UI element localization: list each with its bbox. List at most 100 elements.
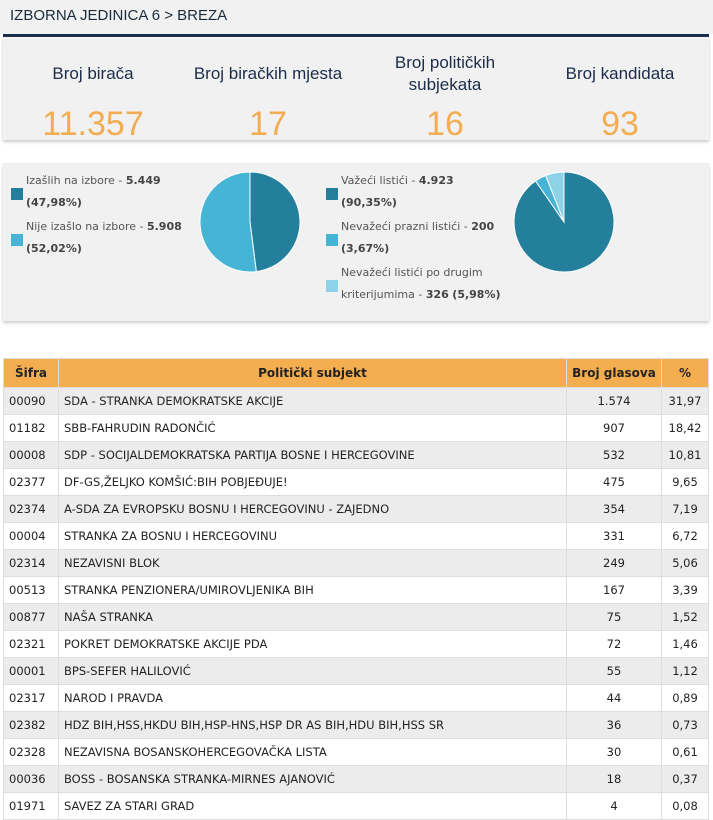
table-row: 01971 SAVEZ ZA STARI GRAD 4 0,08 xyxy=(3,792,709,820)
cell-party: SBB-FAHRUDIN RADONČIĆ xyxy=(58,414,567,442)
legend-item: Važeći listići - 4.923 (90,35%) xyxy=(341,170,511,214)
cell-party: STRANKA PENZIONERA/UMIROVLJENIKA BIH xyxy=(58,576,567,604)
cell-percent: 9,65 xyxy=(661,468,709,496)
table-row: 00090 SDA - STRANKA DEMOKRATSKE AKCIJE 1.5… xyxy=(3,387,709,415)
legend-percent: (52,02%) xyxy=(26,242,82,255)
col-percent[interactable]: % xyxy=(661,358,709,388)
legend-percent: (47,98%) xyxy=(26,196,82,209)
cell-code: 02328 xyxy=(3,738,59,766)
pie-slice-2 xyxy=(545,171,565,223)
cell-votes: 907 xyxy=(566,414,662,442)
cell-percent: 0,73 xyxy=(661,711,709,739)
breadcrumb: IZBORNA JEDINICA 6 > BREZA xyxy=(0,0,713,34)
stat-value: 17 xyxy=(249,105,287,143)
cell-code: 00513 xyxy=(3,576,59,604)
table-row: 02314 NEZAVISNI BLOK 249 5,06 xyxy=(3,549,709,577)
cell-code: 00001 xyxy=(3,657,59,685)
legend-swatch xyxy=(11,234,23,246)
legend-item: Izašlih na izbore - 5.449 (47,98%) xyxy=(26,170,196,214)
cell-code: 02317 xyxy=(3,684,59,712)
legend-label: Važeći listići - xyxy=(341,174,419,187)
table-row: 00001 BPS-SEFER HALILOVIĆ 55 1,12 xyxy=(3,657,709,685)
pie-slice-1 xyxy=(199,171,257,273)
stat-label: Broj političkih subjekata xyxy=(394,53,496,94)
legend-swatch xyxy=(11,188,23,200)
cell-code: 00877 xyxy=(3,603,59,631)
cell-party: A-SDA ZA EVROPSKU BOSNU I HERCEGOVINU - … xyxy=(58,495,567,523)
col-votes[interactable]: Broj glasova xyxy=(566,358,662,388)
col-party[interactable]: Politički subjekt xyxy=(58,358,567,388)
legend-label: Nevažeći prazni listići - xyxy=(341,220,472,233)
cell-percent: 0,37 xyxy=(661,765,709,793)
legend-value: 4.923 xyxy=(418,174,454,187)
cell-percent: 31,97 xyxy=(661,387,709,415)
table-row: 00004 STRANKA ZA BOSNU I HERCEGOVINU 331 6,… xyxy=(3,522,709,550)
table-row: 02374 A-SDA ZA EVROPSKU BOSNU I HERCEGOVI… xyxy=(3,495,709,523)
legend-swatch xyxy=(326,234,338,246)
cell-code: 02321 xyxy=(3,630,59,658)
charts-panel: Izašlih na izbore - 5.449 (47,98%) Nije i… xyxy=(3,163,709,321)
table-row: 02328 NEZAVISNA BOSANSKOHERCEGOVAČKA LIST… xyxy=(3,738,709,766)
stat-label: Broj kandidata xyxy=(565,64,675,83)
cell-party: POKRET DEMOKRATSKE AKCIJE PDA xyxy=(58,630,567,658)
cell-party: NAROD I PRAVDA xyxy=(58,684,567,712)
cell-percent: 0,08 xyxy=(661,792,709,820)
cell-percent: 7,19 xyxy=(661,495,709,523)
legend-value: 5.449 xyxy=(125,174,161,187)
table-row: 02321 POKRET DEMOKRATSKE AKCIJE PDA 72 1,46 xyxy=(3,630,709,658)
cell-party: STRANKA ZA BOSNU I HERCEGOVINU xyxy=(58,522,567,550)
cell-votes: 18 xyxy=(566,765,662,793)
divider xyxy=(3,34,709,37)
legend-item: Nevažeći prazni listići - 200 (3,67%) xyxy=(341,216,511,260)
legend-percent: (5,98%) xyxy=(452,288,501,301)
cell-party: SDP - SOCIJALDEMOKRATSKA PARTIJA BOSNE I… xyxy=(58,441,567,469)
cell-votes: 72 xyxy=(566,630,662,658)
cell-percent: 18,42 xyxy=(661,414,709,442)
cell-party: BPS-SEFER HALILOVIĆ xyxy=(58,657,567,685)
legend-value: 326 xyxy=(425,288,449,301)
stat-value: 93 xyxy=(601,105,639,143)
cell-code: 02314 xyxy=(3,549,59,577)
table-row: 02377 DF-GS,ŽELJKO KOMŠIĆ:BIH POBJEĐUJE! 4… xyxy=(3,468,709,496)
legend-percent: (90,35%) xyxy=(341,196,397,209)
cell-votes: 4 xyxy=(566,792,662,820)
cell-code: 01182 xyxy=(3,414,59,442)
legend-item: Nevažeći listići po drugim kriterijumima… xyxy=(341,262,511,306)
stat-voters: Broj birača 11.357 xyxy=(8,37,178,144)
legend-label: Nevažeći listići po drugim kriterijumima… xyxy=(341,266,483,301)
cell-code: 02377 xyxy=(3,468,59,496)
cell-votes: 1.574 xyxy=(566,387,662,415)
cell-party: NEZAVISNA BOSANSKOHERCEGOVAČKA LISTA xyxy=(58,738,567,766)
stat-label: Broj birača xyxy=(52,64,134,83)
cell-party: DF-GS,ŽELJKO KOMŠIĆ:BIH POBJEĐUJE! xyxy=(58,468,567,496)
table-row: 02382 HDZ BIH,HSS,HKDU BIH,HSP-HNS,HSP DR… xyxy=(3,711,709,739)
col-code[interactable]: Šifra xyxy=(3,358,59,388)
table-row: 00877 NAŠA STRANKA 75 1,52 xyxy=(3,603,709,631)
cell-votes: 55 xyxy=(566,657,662,685)
cell-votes: 167 xyxy=(566,576,662,604)
stat-parties: Broj političkih subjekata 16 xyxy=(360,37,530,144)
table-row: 00008 SDP - SOCIJALDEMOKRATSKA PARTIJA BO… xyxy=(3,441,709,469)
table-row: 00513 STRANKA PENZIONERA/UMIROVLJENIKA BI… xyxy=(3,576,709,604)
cell-votes: 354 xyxy=(566,495,662,523)
cell-party: BOSS - BOSANSKA STRANKA-MIRNES AJANOVIĆ xyxy=(58,765,567,793)
stat-candidates: Broj kandidata 93 xyxy=(535,37,705,144)
cell-votes: 44 xyxy=(566,684,662,712)
cell-party: SDA - STRANKA DEMOKRATSKE AKCIJE xyxy=(58,387,567,415)
cell-percent: 6,72 xyxy=(661,522,709,550)
stat-value: 11.357 xyxy=(42,105,144,143)
cell-percent: 5,06 xyxy=(661,549,709,577)
cell-percent: 1,52 xyxy=(661,603,709,631)
cell-party: SAVEZ ZA STARI GRAD xyxy=(58,792,567,820)
cell-votes: 36 xyxy=(566,711,662,739)
legend-label: Nije izašlo na izbore - xyxy=(26,220,147,233)
cell-votes: 331 xyxy=(566,522,662,550)
cell-code: 00090 xyxy=(3,387,59,415)
legend-swatch xyxy=(326,280,338,292)
legend-value: 200 xyxy=(471,220,495,233)
cell-code: 00004 xyxy=(3,522,59,550)
cell-code: 01971 xyxy=(3,792,59,820)
stat-label: Broj biračkih mjesta xyxy=(193,64,343,83)
legend-value: 5.908 xyxy=(146,220,182,233)
stat-value: 16 xyxy=(426,105,464,143)
